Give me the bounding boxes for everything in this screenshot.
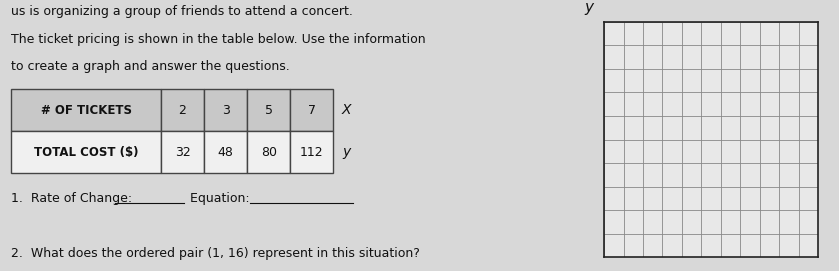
Bar — [12, 89, 161, 131]
Bar — [248, 131, 290, 173]
Bar — [204, 131, 248, 173]
Bar — [204, 89, 248, 131]
Bar — [161, 131, 204, 173]
Text: 3: 3 — [221, 104, 230, 117]
Text: 7: 7 — [308, 104, 315, 117]
Text: 1.  Rate of Change:: 1. Rate of Change: — [12, 192, 137, 205]
Text: 112: 112 — [300, 146, 324, 159]
Text: to create a graph and answer the questions.: to create a graph and answer the questio… — [12, 60, 290, 73]
Text: 5: 5 — [264, 104, 273, 117]
Text: y: y — [342, 146, 350, 159]
Text: 2.  What does the ordered pair (1, 16) represent in this situation?: 2. What does the ordered pair (1, 16) re… — [12, 247, 420, 260]
Bar — [290, 89, 333, 131]
Bar — [290, 131, 333, 173]
Bar — [12, 131, 161, 173]
Text: The ticket pricing is shown in the table below. Use the information: The ticket pricing is shown in the table… — [12, 33, 426, 46]
Text: 32: 32 — [175, 146, 190, 159]
Text: 80: 80 — [261, 146, 277, 159]
Text: 48: 48 — [217, 146, 233, 159]
Text: TOTAL COST ($): TOTAL COST ($) — [34, 146, 138, 159]
Bar — [248, 89, 290, 131]
Text: # OF TICKETS: # OF TICKETS — [41, 104, 132, 117]
Bar — [161, 89, 204, 131]
Text: Equation:: Equation: — [190, 192, 253, 205]
Text: y: y — [584, 0, 593, 15]
Text: us is organizing a group of friends to attend a concert.: us is organizing a group of friends to a… — [12, 5, 353, 18]
Text: X: X — [342, 104, 352, 117]
Text: 2: 2 — [179, 104, 186, 117]
